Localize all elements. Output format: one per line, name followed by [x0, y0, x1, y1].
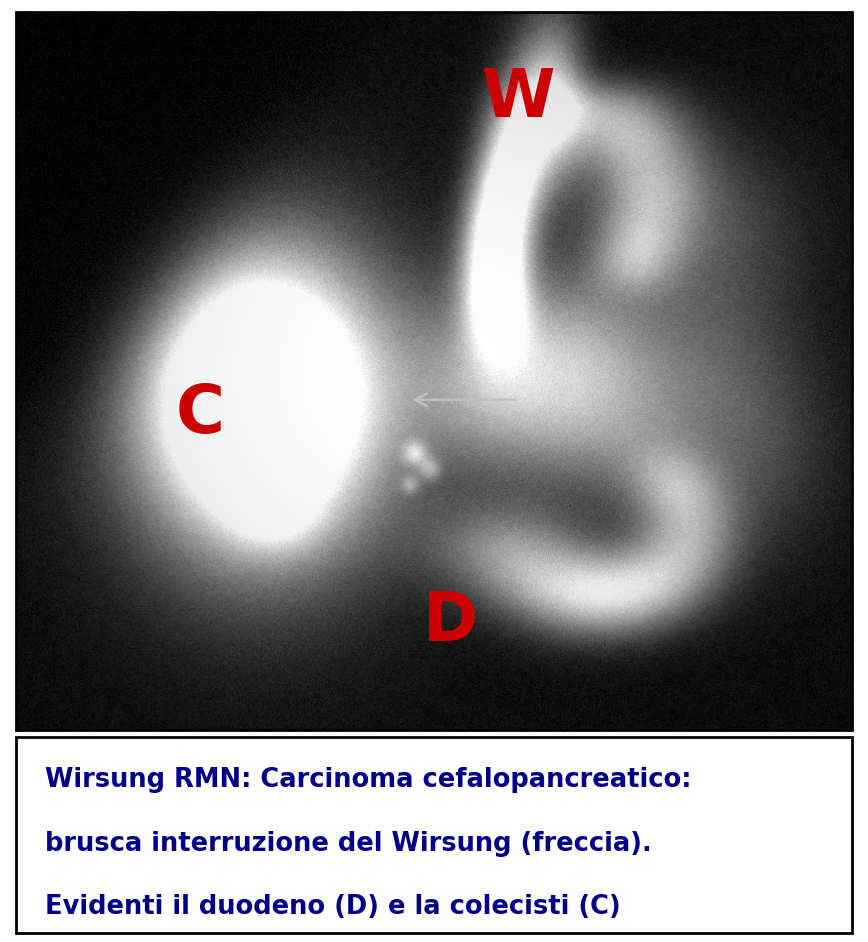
Text: D: D	[423, 590, 478, 656]
Text: W: W	[481, 65, 555, 131]
Text: C: C	[175, 382, 224, 447]
Text: Wirsung RMN: Carcinoma cefalopancreatico:: Wirsung RMN: Carcinoma cefalopancreatico…	[45, 767, 692, 793]
Text: brusca interruzione del Wirsung (freccia).: brusca interruzione del Wirsung (freccia…	[45, 832, 652, 857]
Text: Evidenti il duodeno (D) e la colecisti (C): Evidenti il duodeno (D) e la colecisti (…	[45, 894, 621, 920]
